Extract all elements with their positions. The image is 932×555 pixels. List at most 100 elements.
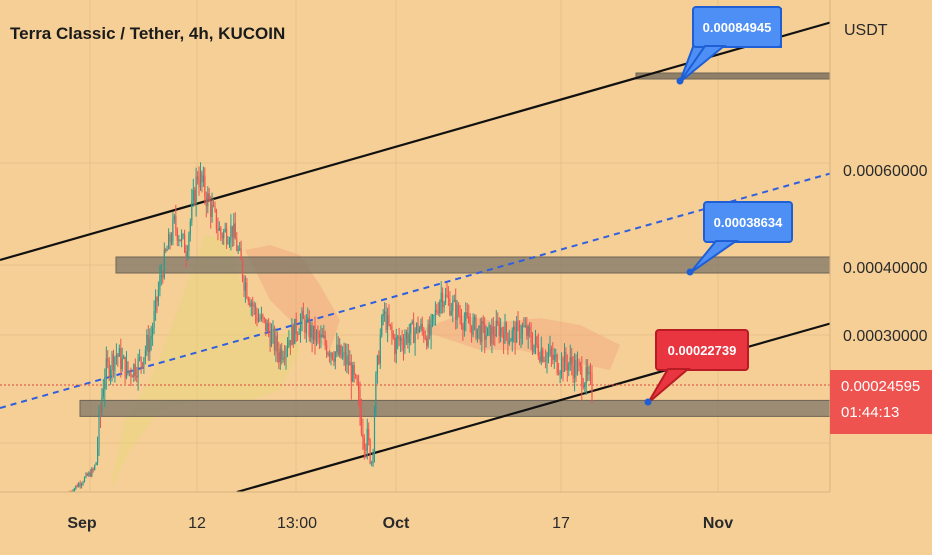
candle-body [400, 337, 402, 341]
candle-body [97, 448, 99, 463]
time-axis[interactable]: Sep 12 13:00 Oct 17 Nov [0, 491, 932, 550]
candle-body [73, 488, 75, 492]
candle-body [227, 243, 229, 244]
candle-body [513, 326, 515, 331]
candle-body [505, 322, 507, 334]
candle-body [337, 344, 339, 355]
price-scale[interactable]: USDT 0.00060000 0.00040000 0.00030000 0.… [829, 0, 932, 492]
price-callouts[interactable]: 0.00084945 0.00038634 0.00022739 [644, 6, 793, 406]
candle-body [489, 324, 492, 344]
candle-body [418, 329, 420, 333]
candle-body [143, 357, 145, 367]
candle-body [460, 317, 463, 326]
candle-body [252, 303, 254, 307]
candle-body [407, 332, 409, 343]
candle-body [199, 172, 202, 187]
candle-body [323, 335, 325, 337]
candle-body [204, 175, 206, 197]
candle-body [579, 363, 581, 367]
candle-body [340, 345, 342, 358]
candle-body [218, 227, 220, 231]
candle-body [302, 310, 304, 319]
callout-top[interactable]: 0.00084945 [676, 6, 782, 85]
candle-body [176, 229, 178, 241]
candle-body [91, 469, 93, 477]
candle-body [549, 348, 551, 354]
candle-body [299, 321, 302, 334]
candle-body [391, 326, 393, 334]
candle-body [318, 333, 320, 338]
candle-body [558, 373, 560, 375]
candle-body [388, 315, 390, 325]
candle-body [382, 313, 384, 317]
candle-body [401, 337, 403, 345]
candle-body [465, 312, 467, 322]
candle-body [389, 324, 391, 327]
candle-body [476, 328, 478, 339]
candle-body [334, 352, 336, 362]
callout-low[interactable]: 0.00022739 [644, 329, 749, 406]
candle-body [394, 337, 396, 354]
candle-body [326, 345, 328, 355]
candle-body [365, 448, 367, 451]
candle-body [481, 321, 483, 343]
candle-body [526, 325, 528, 336]
candle-body [85, 473, 87, 478]
candle-body [421, 324, 423, 330]
candle-body [402, 344, 405, 349]
candle-body [478, 325, 480, 329]
candle-body [452, 301, 454, 312]
candle-body [184, 234, 186, 253]
candle-body [482, 321, 484, 324]
candle-body [479, 325, 481, 342]
candle-body [308, 317, 310, 338]
candle-body [533, 344, 535, 352]
candle-body [205, 196, 207, 207]
candle-body [398, 336, 400, 341]
candle-body [449, 298, 451, 315]
callout-mid[interactable]: 0.00038634 [686, 201, 793, 276]
candle-body [157, 289, 159, 302]
candle-body [411, 321, 413, 324]
candle-body [107, 358, 109, 362]
candle-body [589, 371, 592, 374]
candle-body [537, 344, 539, 357]
currency-label: USDT [844, 22, 888, 39]
candle-body [179, 239, 181, 241]
candle-body [550, 348, 552, 355]
candle-body [575, 360, 577, 375]
candle-body [131, 376, 133, 378]
candle-body [439, 301, 441, 314]
candle-body [408, 333, 410, 343]
candle-body [324, 335, 326, 346]
candle-body [404, 338, 406, 349]
candle-body [320, 334, 322, 338]
candle-body [141, 362, 144, 367]
candle-body [339, 345, 341, 355]
candle-body [563, 352, 566, 372]
candle-body [172, 219, 174, 241]
candle-body [521, 325, 523, 334]
candle-body [565, 352, 567, 364]
candle-body [488, 324, 490, 328]
candle-body [249, 301, 251, 307]
candle-body [459, 314, 461, 318]
candle-body [376, 355, 378, 374]
candle-body [307, 317, 309, 321]
candle-body [153, 311, 155, 329]
candle-body [162, 275, 164, 278]
candle-body [501, 327, 503, 333]
callout-mid-label: 0.00038634 [714, 215, 783, 230]
candle-body [175, 216, 177, 230]
candle-body [581, 366, 583, 386]
candle-body [355, 374, 357, 377]
candle-body [491, 326, 493, 344]
candle-body [485, 335, 487, 340]
candle-body [241, 260, 244, 279]
candle-body [301, 310, 303, 322]
candle-body [539, 356, 541, 362]
candle-body [201, 172, 203, 183]
candle-body [294, 319, 296, 344]
